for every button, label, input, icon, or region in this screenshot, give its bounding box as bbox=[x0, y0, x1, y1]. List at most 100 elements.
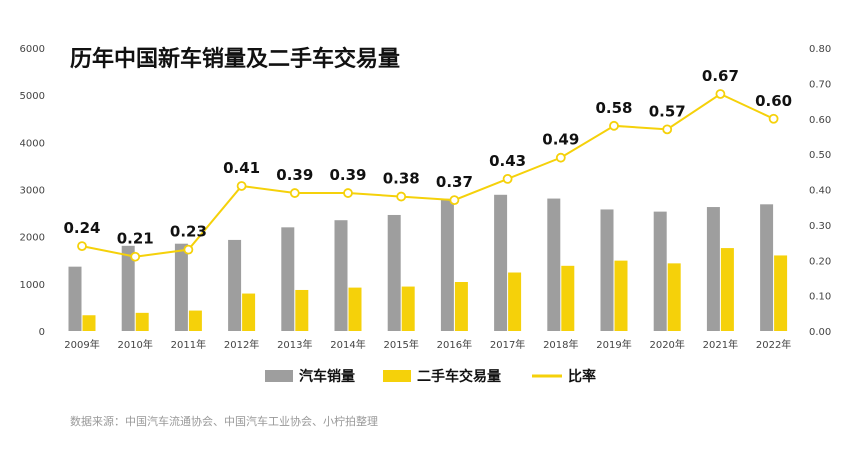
bar-used-car bbox=[454, 281, 468, 331]
bar-new-car bbox=[760, 204, 774, 331]
legend: 汽车销量 二手车交易量 比率 bbox=[265, 368, 596, 385]
ratio-data-label: 0.43 bbox=[489, 152, 526, 170]
x-tick-label: 2014年 bbox=[330, 338, 365, 351]
x-tick-label: 2017年 bbox=[490, 338, 525, 351]
bar-new-car bbox=[121, 245, 135, 331]
ratio-point bbox=[343, 188, 353, 198]
legend-swatch-used-car bbox=[383, 370, 411, 382]
x-tick-label: 2021年 bbox=[703, 338, 738, 351]
y-left-tick-label: 1000 bbox=[20, 280, 45, 291]
x-tick-label: 2016年 bbox=[437, 338, 472, 351]
ratio-data-label: 0.58 bbox=[595, 99, 632, 117]
bar-new-car bbox=[228, 239, 242, 331]
x-tick-label: 2018年 bbox=[543, 338, 578, 351]
ratio-data-label: 0.60 bbox=[755, 92, 792, 110]
bar-used-car bbox=[188, 310, 202, 331]
y-right-tick-label: 0.20 bbox=[809, 256, 831, 267]
y-right-axis: 0.00 0.10 0.20 0.30 0.40 0.50 0.60 0.70 0.80 bbox=[809, 44, 831, 338]
ratio-point bbox=[768, 113, 779, 124]
ratio-point bbox=[715, 89, 726, 99]
x-tick-label: 2010年 bbox=[117, 338, 152, 351]
legend-swatch-new-car bbox=[265, 370, 293, 382]
y-left-tick-label: 0 bbox=[39, 327, 45, 338]
bar-used-car bbox=[508, 272, 522, 331]
bar-used-car bbox=[401, 286, 415, 331]
bar-new-car bbox=[334, 220, 348, 331]
y-right-tick-label: 0.40 bbox=[809, 186, 831, 197]
ratio-data-label: 0.39 bbox=[329, 166, 366, 184]
bar-new-car bbox=[174, 243, 188, 331]
bar-used-car bbox=[242, 293, 256, 331]
x-tick-label: 2011年 bbox=[171, 338, 206, 351]
bar-used-car bbox=[348, 287, 362, 331]
legend-label-used-car: 二手车交易量 bbox=[417, 368, 501, 385]
x-tick-label: 2015年 bbox=[383, 338, 418, 351]
bars-group bbox=[68, 194, 788, 331]
y-left-tick-label: 5000 bbox=[20, 91, 45, 102]
y-right-tick-label: 0.10 bbox=[809, 292, 831, 303]
bar-used-car bbox=[667, 263, 681, 331]
bar-new-car bbox=[440, 198, 454, 331]
bar-new-car bbox=[600, 209, 614, 331]
legend-label-new-car: 汽车销量 bbox=[299, 368, 355, 385]
ratio-data-label: 0.49 bbox=[542, 131, 579, 149]
x-axis: 2009年 2010年 2011年 2012年 2013年 2014年 2015年 2016年… bbox=[64, 338, 791, 351]
ratio-data-label: 0.57 bbox=[649, 102, 686, 120]
x-tick-label: 2009年 bbox=[64, 338, 99, 351]
bar-new-car bbox=[281, 227, 295, 331]
bar-used-car bbox=[135, 312, 149, 331]
x-tick-label: 2020年 bbox=[649, 338, 684, 351]
ratio-point bbox=[236, 181, 247, 191]
bar-new-car bbox=[387, 214, 401, 331]
legend-label-ratio: 比率 bbox=[568, 368, 596, 385]
y-left-tick-label: 2000 bbox=[20, 233, 45, 244]
y-right-tick-label: 0.70 bbox=[809, 79, 831, 90]
bar-used-car bbox=[561, 265, 575, 331]
ratio-point bbox=[609, 120, 619, 131]
y-right-tick-label: 0.50 bbox=[809, 150, 831, 161]
ratio-point bbox=[77, 241, 87, 252]
chart-title: 历年中国新车销量及二手车交易量 bbox=[70, 46, 400, 72]
ratio-point bbox=[183, 244, 194, 255]
ratio-point bbox=[449, 195, 460, 206]
y-right-tick-label: 0.60 bbox=[809, 115, 831, 126]
y-left-tick-label: 6000 bbox=[20, 44, 45, 55]
bar-new-car bbox=[494, 194, 508, 331]
bar-used-car bbox=[720, 248, 734, 331]
ratio-point bbox=[130, 251, 141, 262]
ratio-data-label: 0.24 bbox=[63, 219, 100, 237]
ratio-data-label: 0.37 bbox=[436, 173, 473, 191]
ratio-point bbox=[289, 188, 300, 198]
y-left-axis: 0 1000 2000 3000 4000 5000 6000 bbox=[20, 44, 45, 338]
ratio-line-group: 0.24 0.21 0.23 0.41 0.39 0.39 0.38 0.37 0.43 0.49… bbox=[63, 67, 792, 262]
ratio-point bbox=[555, 152, 566, 163]
y-right-tick-label: 0.80 bbox=[809, 44, 831, 55]
x-tick-label: 2012年 bbox=[224, 338, 259, 351]
y-right-tick-label: 0.30 bbox=[809, 221, 831, 232]
ratio-data-label: 0.41 bbox=[223, 159, 260, 177]
bar-used-car bbox=[295, 289, 309, 331]
bar-new-car bbox=[68, 266, 82, 331]
x-tick-label: 2019年 bbox=[596, 338, 631, 351]
bar-used-car bbox=[614, 260, 628, 331]
y-left-tick-label: 3000 bbox=[20, 186, 45, 197]
x-tick-label: 2022年 bbox=[756, 338, 791, 351]
ratio-data-label: 0.67 bbox=[702, 67, 739, 85]
bar-new-car bbox=[653, 211, 667, 331]
ratio-point bbox=[662, 124, 673, 135]
ratio-data-label: 0.38 bbox=[383, 170, 420, 188]
ratio-data-label: 0.39 bbox=[276, 166, 313, 184]
bar-new-car bbox=[706, 207, 720, 331]
ratio-point bbox=[396, 191, 407, 202]
x-tick-label: 2013年 bbox=[277, 338, 312, 351]
ratio-data-label: 0.21 bbox=[117, 230, 154, 248]
source-note: 数据来源：中国汽车流通协会、中国汽车工业协会、小柠拍整理 bbox=[70, 414, 378, 428]
bar-used-car bbox=[82, 315, 96, 331]
bar-used-car bbox=[774, 255, 788, 331]
ratio-data-label: 0.23 bbox=[170, 223, 207, 241]
ratio-line bbox=[81, 92, 775, 258]
y-right-tick-label: 0.00 bbox=[809, 327, 831, 338]
bar-new-car bbox=[547, 198, 561, 331]
ratio-point bbox=[502, 173, 513, 184]
